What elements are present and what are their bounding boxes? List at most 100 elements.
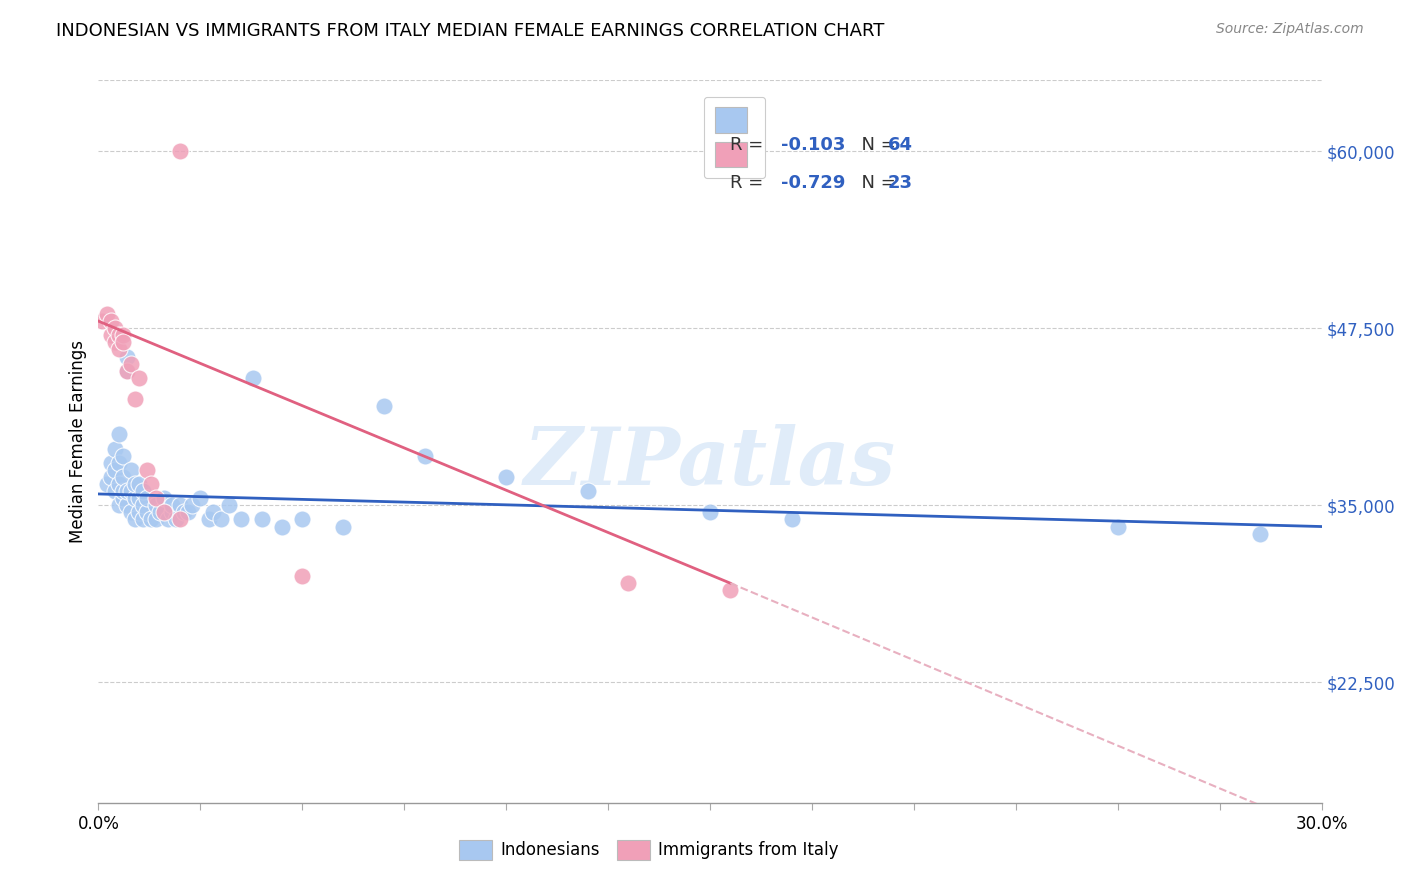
- Point: [209, 512, 232, 526]
- Point: [96, 307, 118, 321]
- Point: [270, 519, 292, 533]
- Point: [156, 512, 179, 526]
- Point: [104, 335, 127, 350]
- Point: [145, 512, 167, 526]
- Point: [111, 335, 134, 350]
- Point: [169, 144, 191, 158]
- Text: R =: R =: [730, 174, 769, 192]
- Point: [128, 505, 150, 519]
- Point: [291, 512, 314, 526]
- Legend: Indonesians, Immigrants from Italy: Indonesians, Immigrants from Italy: [453, 833, 845, 867]
- Point: [128, 477, 150, 491]
- Point: [115, 484, 138, 499]
- Point: [132, 498, 155, 512]
- Point: [136, 463, 159, 477]
- Point: [111, 491, 134, 506]
- Point: [1107, 519, 1129, 533]
- Point: [128, 491, 150, 506]
- Point: [91, 314, 114, 328]
- Point: [108, 343, 131, 357]
- Point: [115, 498, 138, 512]
- Point: [124, 477, 146, 491]
- Point: [120, 505, 142, 519]
- Point: [413, 449, 436, 463]
- Point: [111, 328, 134, 343]
- Point: [169, 498, 191, 512]
- Point: [100, 328, 122, 343]
- Text: N =: N =: [849, 136, 901, 154]
- Text: R =: R =: [730, 136, 769, 154]
- Point: [149, 505, 172, 519]
- Point: [124, 491, 146, 506]
- Point: [181, 498, 204, 512]
- Point: [132, 512, 155, 526]
- Point: [177, 505, 200, 519]
- Point: [617, 576, 640, 591]
- Point: [145, 498, 167, 512]
- Point: [136, 505, 159, 519]
- Point: [699, 505, 721, 519]
- Point: [104, 484, 127, 499]
- Point: [160, 505, 183, 519]
- Text: Source: ZipAtlas.com: Source: ZipAtlas.com: [1216, 22, 1364, 37]
- Point: [160, 498, 183, 512]
- Point: [111, 470, 134, 484]
- Text: N =: N =: [849, 174, 901, 192]
- Point: [108, 328, 131, 343]
- Point: [145, 491, 167, 506]
- Point: [197, 512, 219, 526]
- Point: [231, 512, 253, 526]
- Point: [115, 364, 138, 378]
- Text: 23: 23: [887, 174, 912, 192]
- Point: [108, 427, 131, 442]
- Point: [152, 505, 174, 519]
- Point: [100, 456, 122, 470]
- Point: [373, 399, 395, 413]
- Point: [332, 519, 354, 533]
- Point: [718, 583, 742, 598]
- Point: [173, 505, 195, 519]
- Point: [201, 505, 224, 519]
- Point: [242, 371, 264, 385]
- Point: [115, 350, 138, 364]
- Point: [1249, 526, 1271, 541]
- Point: [124, 392, 146, 406]
- Point: [108, 477, 131, 491]
- Point: [108, 456, 131, 470]
- Point: [141, 477, 163, 491]
- Point: [141, 512, 163, 526]
- Text: -0.103: -0.103: [780, 136, 845, 154]
- Point: [104, 463, 127, 477]
- Point: [169, 512, 191, 526]
- Point: [100, 314, 122, 328]
- Y-axis label: Median Female Earnings: Median Female Earnings: [69, 340, 87, 543]
- Point: [108, 498, 131, 512]
- Point: [291, 569, 314, 583]
- Point: [165, 512, 187, 526]
- Text: INDONESIAN VS IMMIGRANTS FROM ITALY MEDIAN FEMALE EARNINGS CORRELATION CHART: INDONESIAN VS IMMIGRANTS FROM ITALY MEDI…: [56, 22, 884, 40]
- Point: [111, 484, 134, 499]
- Text: ZIPatlas: ZIPatlas: [524, 425, 896, 502]
- Point: [104, 321, 127, 335]
- Point: [104, 442, 127, 456]
- Point: [136, 491, 159, 506]
- Point: [188, 491, 212, 506]
- Text: 64: 64: [887, 136, 912, 154]
- Point: [120, 463, 142, 477]
- Point: [495, 470, 517, 484]
- Point: [250, 512, 273, 526]
- Point: [96, 477, 118, 491]
- Point: [120, 484, 142, 499]
- Point: [780, 512, 803, 526]
- Point: [124, 512, 146, 526]
- Point: [128, 371, 150, 385]
- Point: [115, 364, 138, 378]
- Text: -0.729: -0.729: [780, 174, 845, 192]
- Point: [152, 491, 174, 506]
- Point: [576, 484, 599, 499]
- Point: [120, 357, 142, 371]
- Point: [111, 449, 134, 463]
- Point: [132, 484, 155, 499]
- Point: [218, 498, 240, 512]
- Point: [100, 470, 122, 484]
